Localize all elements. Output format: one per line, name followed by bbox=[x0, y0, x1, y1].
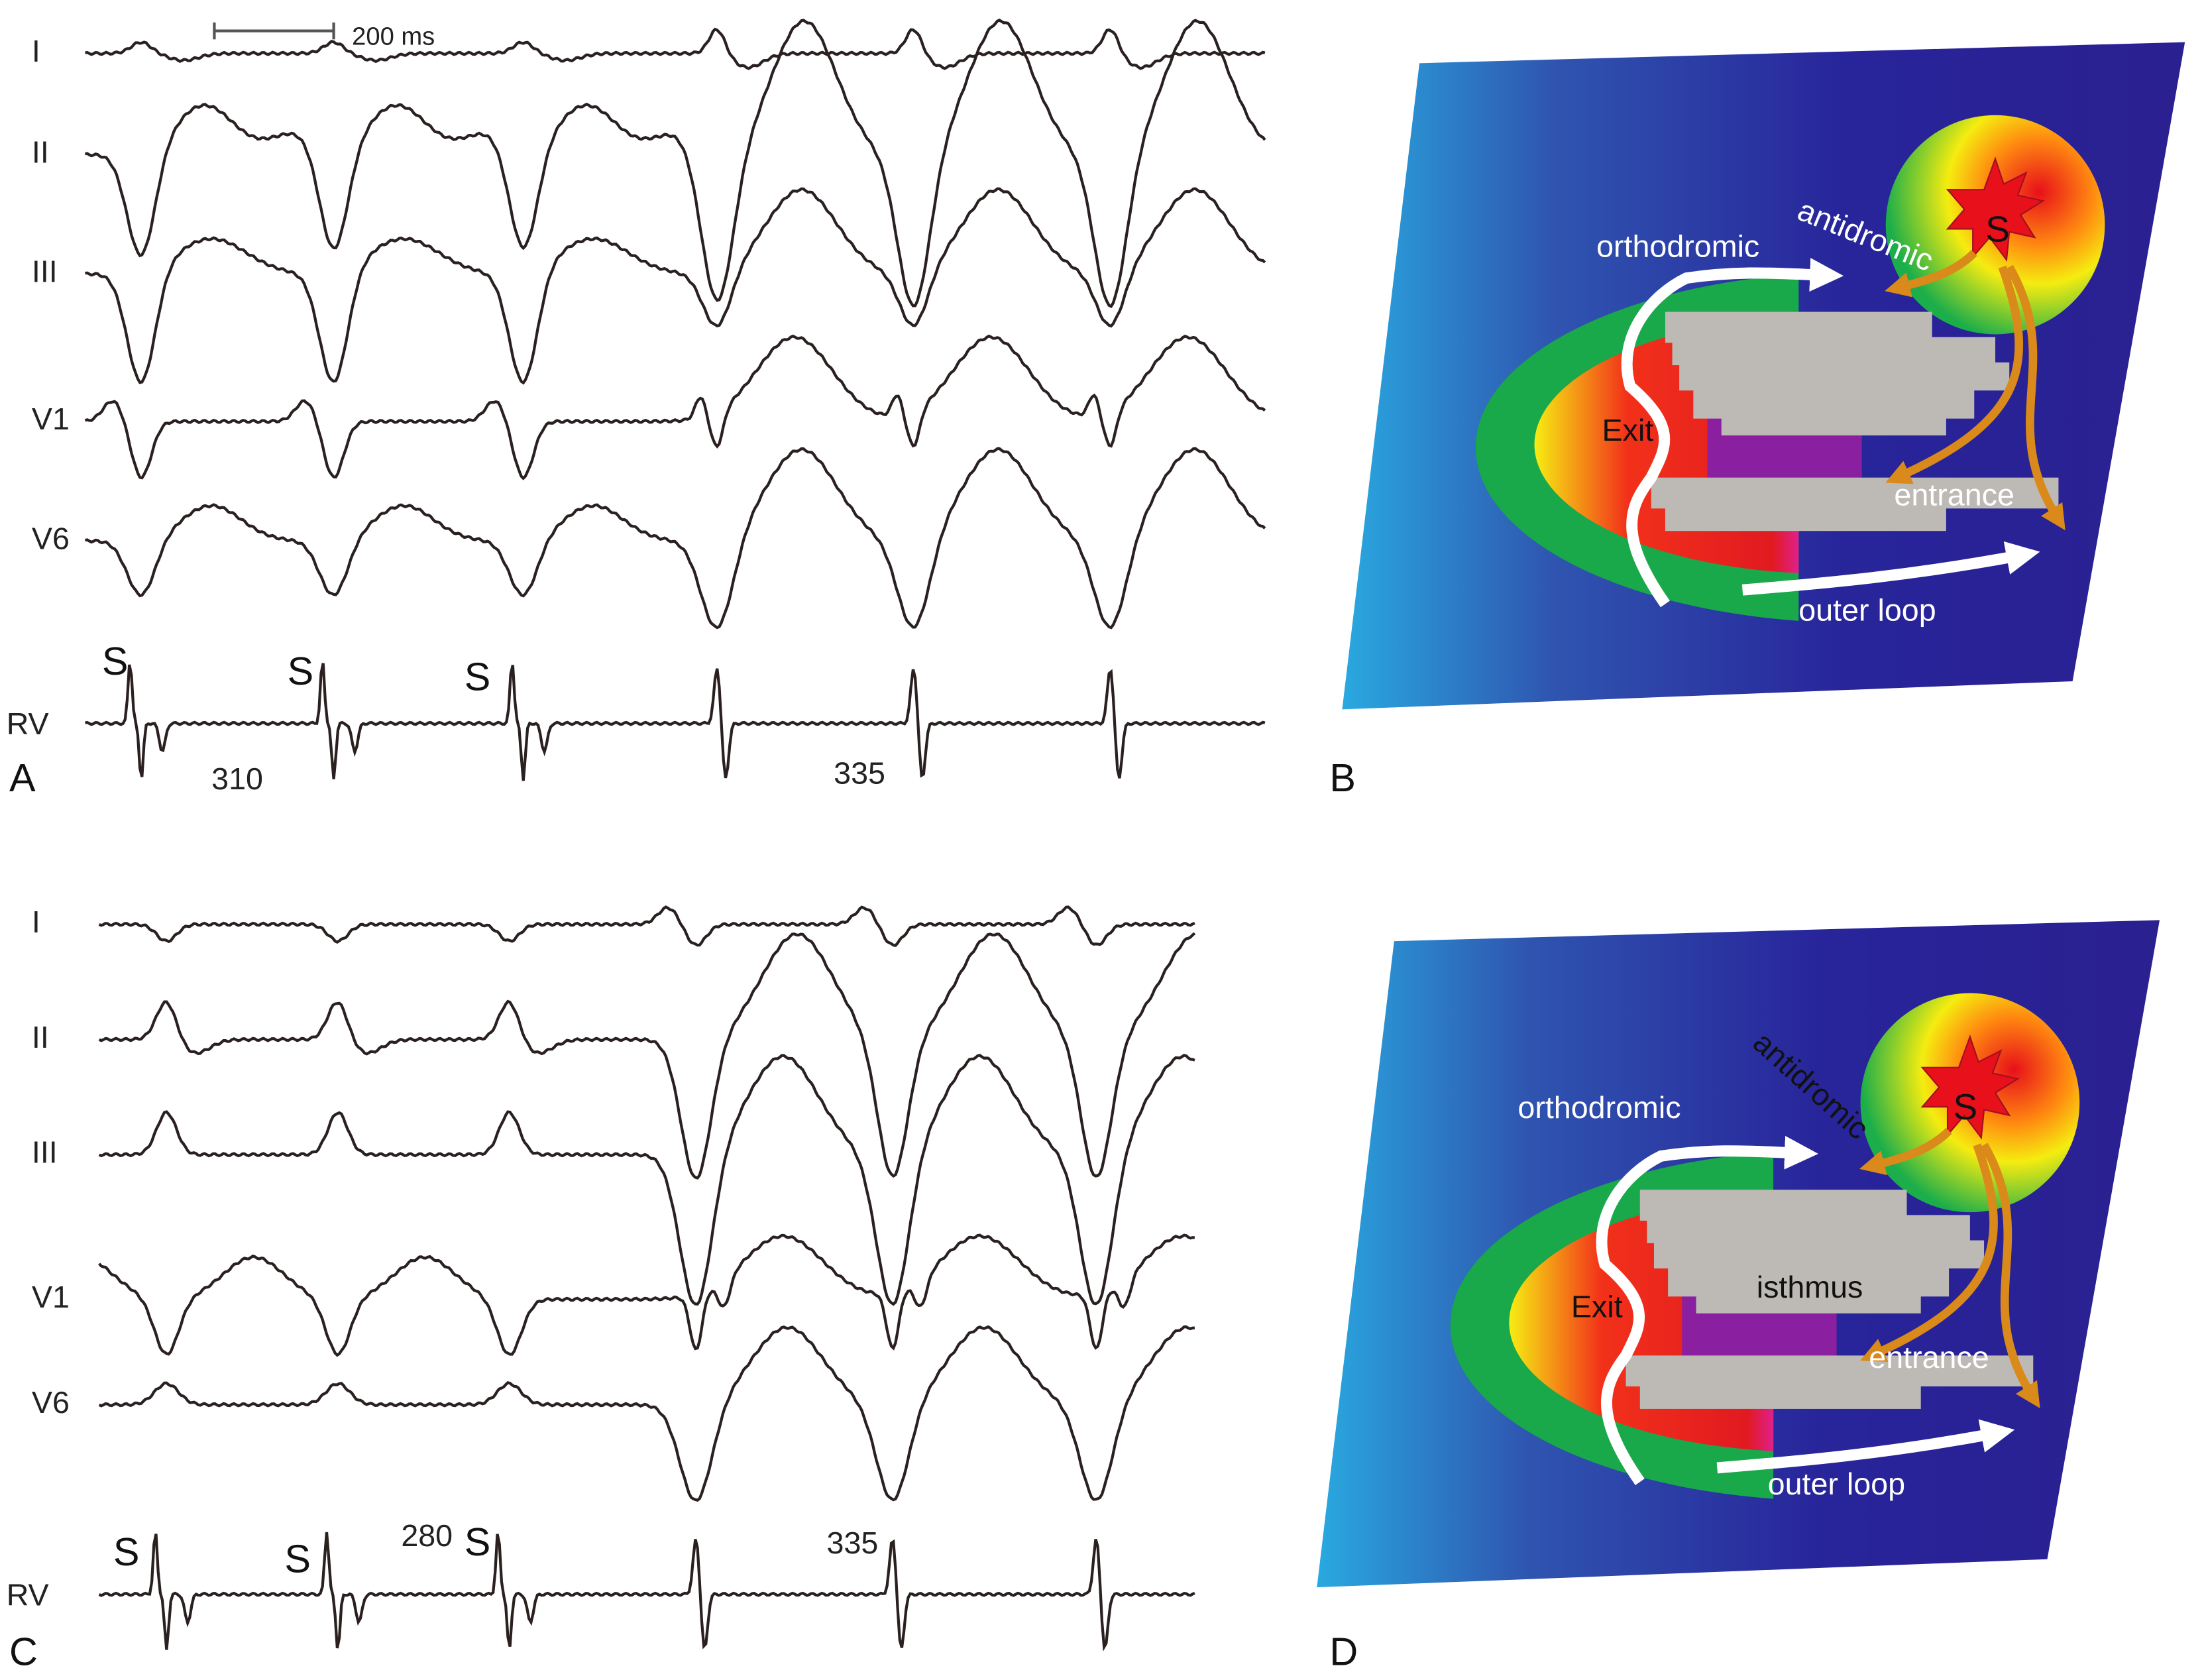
diagram-label: outer loop bbox=[1798, 592, 1936, 627]
lead-label: V6 bbox=[32, 521, 70, 555]
diagram-label: entrance bbox=[1869, 1340, 1989, 1374]
diagram-label: S bbox=[1985, 208, 2010, 249]
stim-label: S bbox=[113, 1530, 140, 1574]
lead-label: I bbox=[32, 34, 40, 68]
ecg-trace bbox=[98, 905, 1195, 947]
diagram-label: orthodromic bbox=[1596, 229, 1759, 263]
panel-label: A bbox=[9, 756, 36, 800]
ecg-trace bbox=[98, 1054, 1195, 1306]
panel-label: B bbox=[1329, 756, 1356, 800]
diagram-label: orthodromic bbox=[1517, 1090, 1681, 1125]
interval: 310 bbox=[211, 761, 263, 796]
ecg-trace bbox=[85, 19, 1266, 309]
lead-label: RV bbox=[7, 1577, 49, 1612]
scale-label: 200 ms bbox=[352, 22, 435, 50]
ecg-trace bbox=[84, 334, 1266, 480]
diagram-d bbox=[1317, 920, 2160, 1587]
diagram-label: entrance bbox=[1894, 478, 2014, 512]
stim-label: S bbox=[284, 1537, 311, 1581]
diagram-label: isthmus bbox=[1757, 1270, 1863, 1304]
ecg-trace bbox=[98, 932, 1196, 1180]
ecg-trace bbox=[85, 27, 1266, 70]
diagram-label: S bbox=[1953, 1086, 1977, 1127]
lead-label: II bbox=[32, 135, 49, 169]
diagram-label: Exit bbox=[1602, 413, 1654, 447]
lead-label: II bbox=[32, 1020, 49, 1054]
panel-label: D bbox=[1329, 1630, 1358, 1674]
lead-label: III bbox=[32, 1135, 58, 1170]
lead-label: V6 bbox=[32, 1385, 70, 1420]
lead-label: RV bbox=[7, 706, 49, 741]
lead-label: V1 bbox=[32, 402, 70, 436]
diagram-label: outer loop bbox=[1768, 1467, 1905, 1501]
interval: 335 bbox=[827, 1526, 879, 1560]
lead-label: I bbox=[32, 905, 40, 939]
ecg-trace bbox=[98, 1532, 1195, 1652]
diagram-b bbox=[1342, 42, 2185, 710]
stim-label: S bbox=[288, 649, 314, 693]
interval: 335 bbox=[834, 756, 885, 790]
diagram-label: Exit bbox=[1571, 1290, 1623, 1324]
ecg-trace bbox=[85, 187, 1266, 385]
ecg-trace bbox=[98, 1325, 1195, 1502]
ecg-trace bbox=[85, 663, 1266, 781]
lead-label: III bbox=[32, 254, 58, 289]
stim-label: S bbox=[465, 655, 491, 699]
panel-label: C bbox=[9, 1630, 38, 1674]
ecg-trace bbox=[85, 447, 1266, 630]
lead-label: V1 bbox=[32, 1280, 70, 1314]
stim-label: S bbox=[465, 1520, 491, 1564]
stim-label: S bbox=[102, 639, 129, 683]
interval: 280 bbox=[401, 1518, 453, 1553]
ecg-trace bbox=[98, 1233, 1195, 1357]
